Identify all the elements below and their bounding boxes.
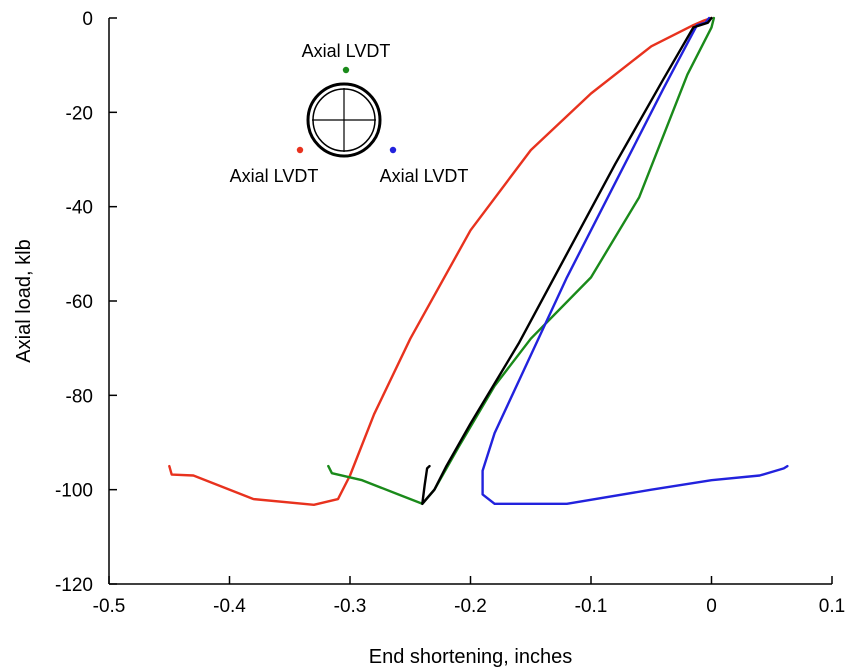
lvdt-top-label: Axial LVDT — [302, 41, 391, 61]
y-ticks: 0 -20 -40 -60 -80 -100 -120 — [55, 9, 117, 596]
y-tick-label: -120 — [55, 575, 93, 596]
y-tick-label: -100 — [55, 481, 93, 502]
specimen-outer-ring — [306, 82, 382, 158]
lvdt-left-label: Axial LVDT — [230, 166, 319, 186]
lvdt-top-marker — [342, 66, 350, 74]
x-tick-label: -0.4 — [213, 596, 246, 617]
x-tick-label: -0.5 — [93, 596, 126, 617]
series-layer — [168, 16, 789, 506]
lvdt-right-label: Axial LVDT — [380, 166, 469, 186]
series-line-3 — [481, 16, 789, 505]
y-tick-label: -60 — [66, 292, 93, 313]
x-tick-label: 0.1 — [819, 596, 845, 617]
lvdt-left-marker — [296, 146, 304, 154]
y-axis-title: Axial load, klb — [13, 239, 35, 362]
x-tick-label: -0.1 — [575, 596, 608, 617]
series-line-2 — [327, 16, 716, 505]
x-ticks: -0.5 -0.4 -0.3 -0.2 -0.1 0 0.1 — [93, 576, 845, 617]
series-line-4 — [421, 16, 713, 505]
axes — [108, 18, 832, 585]
lvdt-inset-diagram: Axial LVDT Axial LVDT Axial LVDT — [230, 41, 469, 186]
x-tick-label: -0.3 — [334, 596, 367, 617]
x-tick-label: -0.2 — [454, 596, 487, 617]
lvdt-right-marker — [389, 146, 397, 154]
y-tick-label: -80 — [66, 386, 93, 407]
x-tick-label: 0 — [706, 596, 717, 617]
y-tick-label: -20 — [66, 103, 93, 124]
x-axis-title: End shortening, inches — [369, 646, 572, 668]
series-line-1 — [168, 16, 713, 506]
y-tick-label: -40 — [66, 198, 93, 219]
y-tick-label: 0 — [82, 9, 93, 30]
